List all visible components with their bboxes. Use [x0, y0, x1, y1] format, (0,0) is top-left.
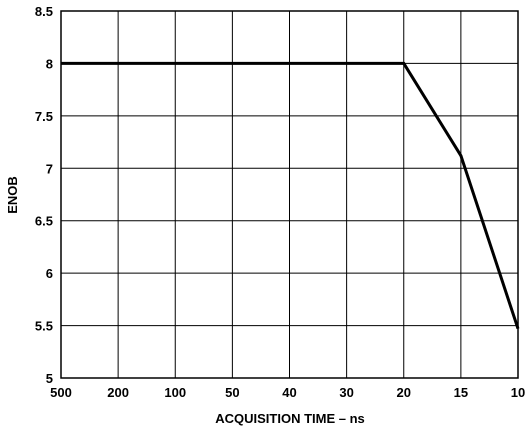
y-tick-label: 8	[46, 56, 53, 71]
x-axis-title: ACQUISITION TIME – ns	[215, 411, 365, 426]
x-tick-label: 15	[454, 385, 468, 400]
plot-frame	[60, 10, 519, 379]
x-tick-label: 20	[397, 385, 411, 400]
x-tick-label: 500	[50, 385, 72, 400]
y-tick-label: 6	[46, 266, 53, 281]
x-tick-label: 200	[107, 385, 129, 400]
x-tick-labels: 500 200 100 50 40 30 20 15 10	[50, 385, 525, 400]
x-tick-label: 10	[511, 385, 525, 400]
y-tick-label: 5.5	[35, 319, 53, 334]
y-tick-label: 6.5	[35, 214, 53, 229]
series-layer	[61, 61, 520, 330]
y-tick-label: 8.5	[35, 4, 53, 19]
x-tick-label: 100	[164, 385, 186, 400]
x-tick-label: 50	[225, 385, 239, 400]
y-tick-label: 7	[46, 161, 53, 176]
x-tick-label: 40	[282, 385, 296, 400]
x-tick-label: 30	[339, 385, 353, 400]
y-tick-label: 5	[46, 371, 53, 386]
y-tick-labels: 5 5.5 6 6.5 7 7.5 8 8.5	[35, 4, 53, 386]
y-tick-label: 7.5	[35, 109, 53, 124]
y-axis-title: ENOB	[5, 176, 20, 214]
enob-series-line	[61, 61, 520, 330]
grid-lines	[61, 11, 518, 378]
